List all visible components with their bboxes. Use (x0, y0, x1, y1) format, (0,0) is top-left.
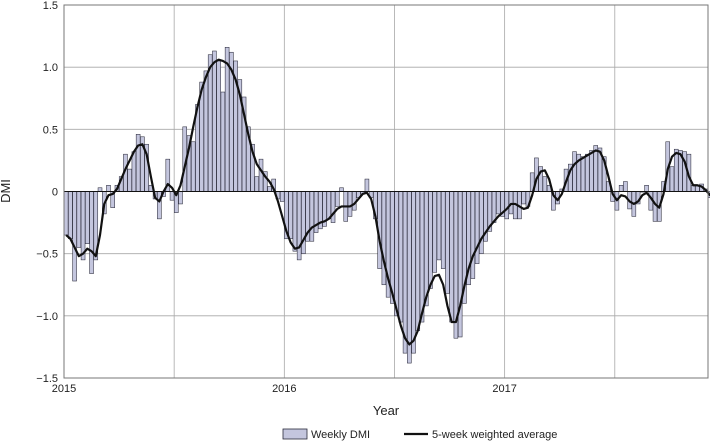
dmi-bar (169, 191, 175, 201)
y-tick-label: −0.5 (36, 249, 58, 261)
dmi-bar (618, 185, 624, 192)
dmi-bar (80, 191, 86, 261)
y-tick-label: −1.5 (36, 373, 58, 385)
dmi-bar (339, 187, 344, 192)
y-axis-title: DMI (0, 179, 13, 203)
dmi-bar (335, 191, 340, 207)
dmi-bar (216, 60, 221, 192)
dmi-bar (267, 186, 272, 192)
y-tick-label: −1.0 (36, 311, 58, 323)
dmi-bar (135, 134, 141, 192)
dmi-bar (309, 191, 315, 242)
weekly-dmi-bars (63, 46, 710, 364)
dmi-bar (364, 178, 370, 192)
legend-label-weekly-dmi: Weekly DMI (311, 429, 370, 441)
dmi-bar (669, 166, 675, 192)
y-tick-labels: 1.5 1.0 0.5 0 −0.5 −1.0 −1.5 (36, 0, 58, 385)
dmi-bar (402, 191, 408, 354)
dmi-bar (589, 150, 594, 192)
dmi-bar (521, 191, 526, 205)
legend-bar-swatch (282, 428, 308, 440)
dmi-bar (212, 50, 217, 192)
y-tick-label: 1.5 (43, 0, 58, 12)
x-tick-label: 2015 (52, 383, 76, 395)
dmi-bar (326, 191, 332, 220)
x-tick-label: 2017 (492, 383, 516, 395)
dmi-bar (224, 46, 230, 192)
dmi-bar (97, 187, 103, 192)
weighted-average-line (65, 58, 710, 346)
dmi-bar (440, 191, 446, 269)
dmi-bar (63, 191, 69, 236)
dmi-bar (580, 156, 586, 192)
dmi-bar (178, 191, 183, 205)
dmi-bar (394, 191, 399, 317)
dmi-bar (428, 191, 433, 289)
dmi-bar (585, 153, 590, 192)
dmi-bar (203, 70, 209, 192)
x-tick-labels: 2015 2016 2017 (52, 383, 517, 395)
dmi-bar (491, 191, 497, 223)
dmi-bar (644, 185, 649, 192)
dmi-bar (330, 191, 336, 223)
dmi-bar (445, 191, 450, 294)
y-tick-label: 1.0 (43, 62, 58, 74)
dmi-bar (131, 151, 137, 192)
dmi-bar (419, 191, 425, 323)
dmi-bar (424, 191, 429, 307)
dmi-bar (190, 141, 196, 192)
dmi-bar (85, 191, 90, 244)
dmi-bar (496, 191, 501, 215)
legend-label-weighted-average: 5-week weighted average (432, 429, 557, 441)
legend: Weekly DMI 5-week weighted average (282, 428, 557, 441)
dmi-bar (508, 191, 514, 215)
dmi-bar (415, 191, 421, 332)
dmi-bar (411, 191, 416, 354)
dmi-bar (207, 54, 213, 192)
plot-frame (63, 4, 709, 379)
dmi-bar (623, 181, 628, 192)
dmi-bar (470, 191, 476, 279)
dmi-bar (347, 191, 353, 217)
dmi-bar (436, 191, 442, 261)
dmi-bar (504, 191, 509, 220)
y-tick-label: 0.5 (43, 124, 58, 136)
dmi-bar (296, 191, 302, 261)
dmi-bar (68, 191, 73, 240)
dmi-bar (398, 191, 404, 323)
dmi-bar (106, 185, 111, 192)
dmi-bar (542, 176, 548, 192)
dmi-bar (288, 191, 293, 240)
dmi-bar (474, 191, 480, 264)
dmi-bar (292, 191, 298, 252)
dmi-bar (449, 191, 454, 323)
dmi-bar (76, 191, 82, 248)
dmi-bar (72, 191, 77, 282)
dmi-bar (220, 91, 226, 192)
x-tick-label: 2016 (272, 383, 296, 395)
dmi-bar (279, 191, 285, 202)
dmi-bar (89, 191, 94, 274)
y-tick-label: 0 (52, 187, 58, 199)
dmi-bar (254, 176, 260, 192)
dmi-bar (127, 168, 132, 192)
dmi-bar (258, 158, 264, 192)
dmi-bar (479, 191, 484, 254)
dmi-bar (432, 191, 437, 273)
dmi-bar (407, 191, 412, 364)
dmi-bar (572, 151, 577, 192)
x-axis-title: Year (373, 403, 400, 418)
